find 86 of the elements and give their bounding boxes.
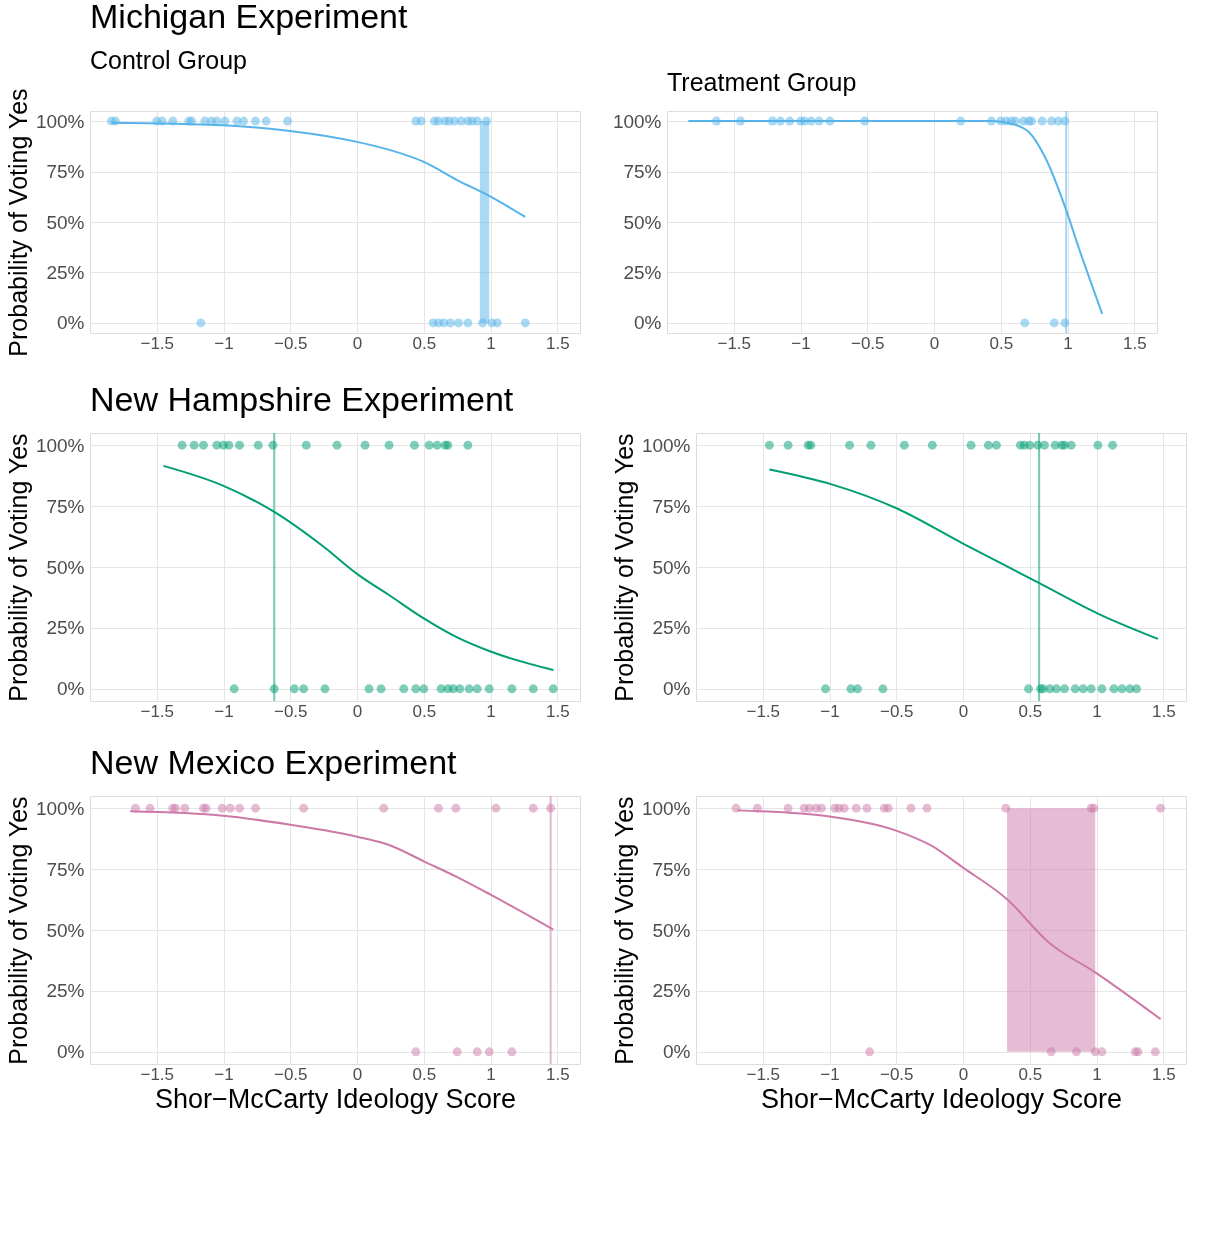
y-axis-title: Probability of Voting Yes bbox=[609, 433, 638, 702]
x-tick-label: 0.5 bbox=[1018, 701, 1043, 721]
x-tick-label: −1.5 bbox=[746, 701, 781, 721]
x-tick-label: 0 bbox=[958, 1064, 969, 1084]
x-tick-label: −1.5 bbox=[140, 333, 175, 353]
y-axis-title: Probability of Voting Yes bbox=[3, 796, 32, 1065]
y-tick-label: 0% bbox=[634, 312, 662, 334]
x-tick-label: 1.5 bbox=[545, 333, 570, 353]
x-tick-label: 1 bbox=[486, 333, 496, 353]
y-tick-label: 50% bbox=[46, 556, 85, 578]
x-tick-label: 0.5 bbox=[989, 333, 1014, 353]
line-series bbox=[162, 464, 555, 672]
y-tick-label: 100% bbox=[35, 110, 85, 132]
y-tick-label: 50% bbox=[623, 211, 662, 233]
x-tick-label: −0.5 bbox=[273, 1064, 308, 1084]
x-tick-label: −1.5 bbox=[140, 701, 175, 721]
y-tick-label: 75% bbox=[652, 858, 691, 880]
x-tick-label: −1 bbox=[214, 333, 234, 353]
x-tick-label: −0.5 bbox=[879, 1064, 914, 1084]
x-tick-label: 0.5 bbox=[412, 333, 437, 353]
x-tick-label: −1 bbox=[214, 701, 234, 721]
y-tick-label: 0% bbox=[57, 678, 85, 700]
y-tick-label: 25% bbox=[46, 261, 85, 283]
x-tick-label: 1.5 bbox=[545, 1064, 570, 1084]
x-tick-label: −1 bbox=[820, 701, 840, 721]
y-tick-label: 100% bbox=[35, 797, 85, 819]
x-tick-label: 0 bbox=[352, 1064, 363, 1084]
y-tick-label: 100% bbox=[35, 434, 85, 456]
x-tick-label: 1 bbox=[1063, 333, 1073, 353]
y-tick-label: 75% bbox=[652, 495, 691, 517]
x-tick-label: −1 bbox=[791, 333, 811, 353]
y-tick-label: 25% bbox=[46, 980, 85, 1002]
x-tick-label: 0 bbox=[929, 333, 940, 353]
y-tick-label: 0% bbox=[57, 312, 85, 334]
y-tick-label: 0% bbox=[663, 1041, 691, 1063]
y-axis-title: Probability of Voting Yes bbox=[3, 88, 32, 357]
y-tick-label: 0% bbox=[57, 1041, 85, 1063]
y-tick-label: 50% bbox=[46, 211, 85, 233]
x-tick-label: 0 bbox=[352, 333, 363, 353]
x-axis-title: Shor−McCarty Ideology Score bbox=[155, 1083, 516, 1114]
x-tick-label: −1.5 bbox=[746, 1064, 781, 1084]
y-tick-label: 75% bbox=[46, 858, 85, 880]
y-tick-label: 75% bbox=[46, 495, 85, 517]
y-tick-label: 50% bbox=[652, 556, 691, 578]
y-tick-label: 50% bbox=[46, 919, 85, 941]
x-tick-label: −1 bbox=[820, 1064, 840, 1084]
x-axis-title: Shor−McCarty Ideology Score bbox=[761, 1083, 1122, 1114]
x-tick-label: 0 bbox=[958, 701, 969, 721]
y-axis-title: Probability of Voting Yes bbox=[3, 433, 32, 702]
x-tick-label: −0.5 bbox=[879, 701, 914, 721]
x-tick-label: −1 bbox=[214, 1064, 234, 1084]
x-tick-label: 0 bbox=[352, 701, 363, 721]
x-tick-label: −0.5 bbox=[273, 701, 308, 721]
y-tick-label: 100% bbox=[641, 434, 691, 456]
line-series bbox=[768, 468, 1159, 640]
chart-title: New Hampshire Experiment bbox=[90, 380, 514, 418]
x-tick-label: −0.5 bbox=[850, 333, 885, 353]
x-tick-label: 0.5 bbox=[1018, 1064, 1043, 1084]
y-tick-label: 25% bbox=[652, 617, 691, 639]
x-tick-label: 1 bbox=[486, 1064, 496, 1084]
x-tick-label: −0.5 bbox=[273, 333, 308, 353]
y-tick-label: 25% bbox=[652, 980, 691, 1002]
x-tick-label: 0.5 bbox=[412, 701, 437, 721]
chart-subtitle: Treatment Group bbox=[667, 68, 857, 96]
x-tick-label: −1.5 bbox=[717, 333, 752, 353]
chart-title: New Mexico Experiment bbox=[90, 743, 458, 781]
x-tick-label: 1.5 bbox=[1122, 333, 1147, 353]
y-tick-label: 25% bbox=[623, 261, 662, 283]
y-tick-label: 50% bbox=[652, 919, 691, 941]
x-tick-label: 1 bbox=[486, 701, 496, 721]
y-tick-label: 75% bbox=[46, 161, 85, 183]
y-tick-label: 100% bbox=[612, 110, 662, 132]
x-tick-label: 1 bbox=[1092, 701, 1102, 721]
x-tick-label: 0.5 bbox=[412, 1064, 437, 1084]
x-tick-label: 1.5 bbox=[1151, 701, 1176, 721]
x-tick-label: −1.5 bbox=[140, 1064, 175, 1084]
y-tick-label: 0% bbox=[663, 678, 691, 700]
chart-title: Michigan Experiment bbox=[90, 0, 409, 35]
y-tick-label: 100% bbox=[641, 797, 691, 819]
y-axis-title: Probability of Voting Yes bbox=[609, 796, 638, 1065]
y-tick-label: 25% bbox=[46, 617, 85, 639]
chart-subtitle: Control Group bbox=[90, 45, 248, 74]
x-tick-label: 1.5 bbox=[545, 701, 570, 721]
x-tick-label: 1 bbox=[1092, 1064, 1102, 1084]
x-tick-label: 1.5 bbox=[1151, 1064, 1176, 1084]
y-tick-label: 75% bbox=[623, 161, 662, 183]
